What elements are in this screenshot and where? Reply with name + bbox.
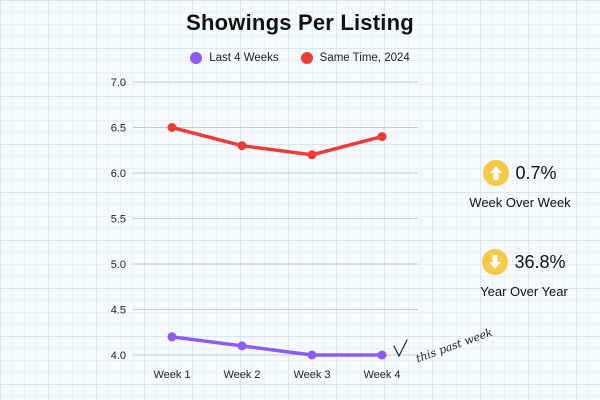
annotation-check-icon: [393, 339, 408, 357]
x-tick-label: Week 3: [293, 369, 330, 381]
data-point: [307, 150, 317, 160]
data-point: [377, 350, 387, 360]
y-tick-label: 4.0: [111, 350, 126, 362]
legend: Last 4 Weeks Same Time, 2024: [0, 52, 600, 64]
y-tick-label: 6.5: [111, 123, 126, 135]
arrow-up-icon: [483, 160, 510, 186]
data-point: [377, 132, 387, 142]
series-line: [170, 335, 384, 357]
data-point: [237, 141, 247, 151]
data-point: [307, 350, 317, 360]
y-tick-label: 5.5: [111, 214, 126, 226]
y-tick-label: 7.0: [111, 77, 126, 89]
x-tick-label: Week 4: [363, 369, 400, 381]
legend-label: Same Time, 2024: [319, 52, 410, 64]
legend-item-same-time-2024: Same Time, 2024: [300, 52, 410, 64]
arrow-down-icon: [482, 249, 509, 275]
x-tick-label: Week 2: [223, 369, 260, 381]
y-tick-label: 4.5: [111, 305, 126, 317]
y-tick-label: 5.0: [111, 259, 126, 271]
series-line: [170, 125, 384, 157]
legend-label: Last 4 Weeks: [209, 52, 279, 64]
stat-year-over-year: 36.8% Year Over Year: [454, 249, 594, 299]
legend-dot-purple-icon: [190, 52, 203, 64]
x-tick-label: Week 1: [153, 369, 190, 381]
stat-value: 0.7%: [515, 162, 557, 183]
stat-value: 36.8%: [514, 251, 566, 272]
legend-item-last-4-weeks: Last 4 Weeks: [190, 52, 279, 64]
chart-title: Showings Per Listing: [186, 10, 414, 35]
data-point: [237, 341, 247, 351]
stat-label: Year Over Year: [480, 284, 568, 299]
stat-week-over-week: 0.7% Week Over Week: [450, 160, 590, 210]
stat-label: Week Over Week: [469, 195, 571, 210]
data-point: [167, 332, 177, 342]
y-tick-label: 6.0: [111, 168, 126, 180]
data-point: [167, 123, 177, 132]
legend-dot-red-icon: [300, 52, 313, 64]
